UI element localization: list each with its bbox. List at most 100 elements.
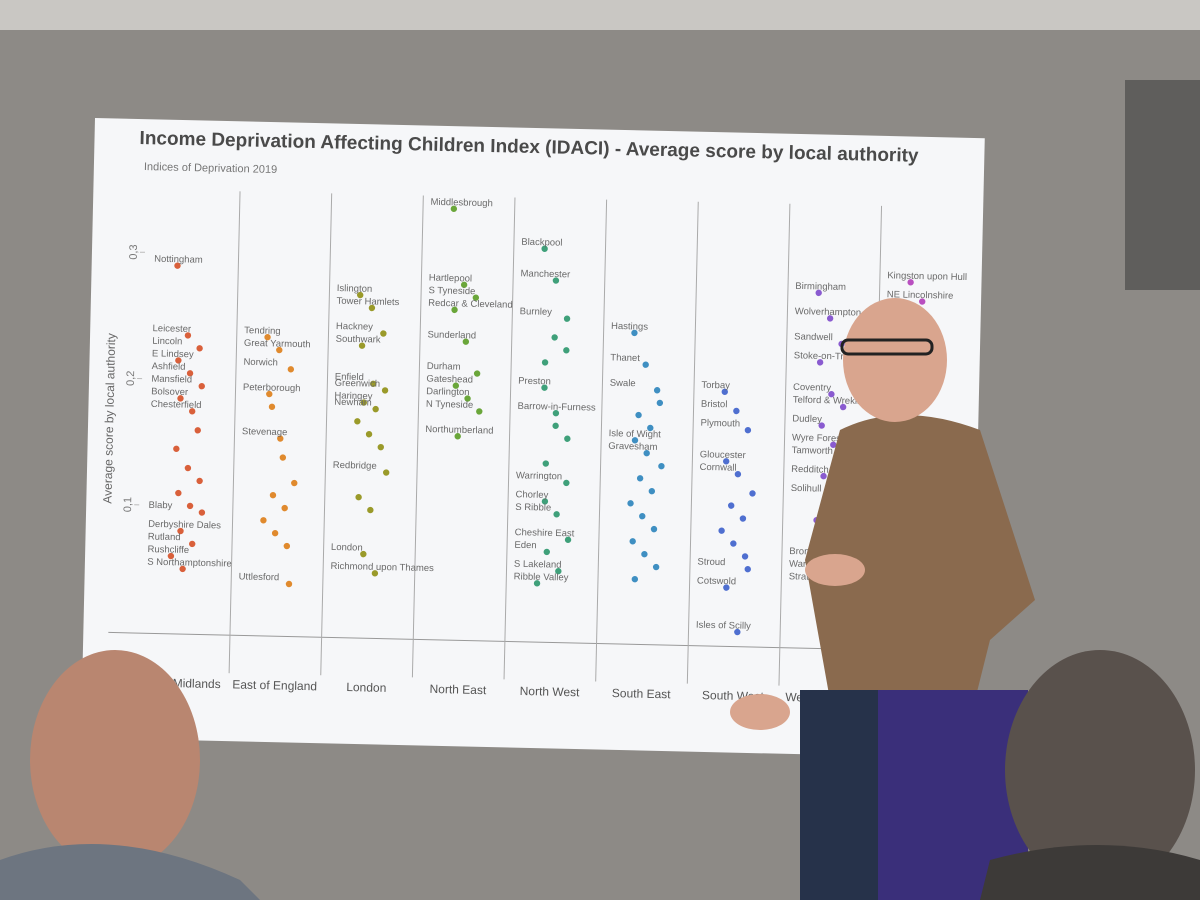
data-point (542, 460, 549, 467)
point-label: Barrow-in-Furness (517, 401, 596, 414)
point-label: Stevenage (242, 426, 288, 438)
data-point (189, 408, 196, 415)
data-point (186, 370, 194, 377)
data-point (734, 470, 742, 478)
data-point (564, 435, 571, 442)
data-point (281, 504, 288, 512)
point-label: Southwark (336, 334, 381, 346)
data-point (627, 500, 634, 507)
data-point (730, 540, 737, 547)
glasses (840, 338, 934, 356)
data-point (476, 408, 483, 415)
shirt (805, 415, 1035, 700)
point-label: Redditch (791, 464, 829, 476)
column-divider (411, 195, 424, 678)
point-label: Sandwell (794, 331, 833, 343)
point-label: Manchester (520, 268, 570, 280)
data-point (365, 431, 373, 438)
data-point (472, 294, 480, 301)
x-tick-label: East of England (232, 677, 317, 693)
data-point (269, 492, 277, 499)
data-point (643, 449, 650, 457)
point-label: Plymouth (700, 418, 740, 430)
point-label: NE Lincolnshire (887, 289, 954, 302)
data-point (721, 388, 728, 395)
data-point (818, 422, 825, 429)
data-point (656, 399, 664, 407)
data-point (173, 445, 180, 453)
data-point (382, 469, 390, 476)
data-point (653, 387, 661, 394)
point-label: Stroud (697, 557, 725, 569)
column-divider (686, 201, 699, 684)
point-label: Greenwich (335, 378, 381, 390)
point-label: Hackney (336, 321, 373, 333)
data-point (541, 245, 548, 252)
point-label: Hastings (611, 321, 648, 333)
point-label: S Tyneside (428, 285, 475, 297)
data-point (175, 357, 182, 364)
point-label: Richmond upon Thames (330, 561, 434, 574)
point-label: Durham (427, 361, 461, 373)
data-point (360, 550, 367, 558)
data-point (741, 553, 749, 560)
data-point (563, 315, 571, 322)
point-label: Chorley (515, 489, 548, 501)
point-label: Dudley (792, 413, 822, 425)
slide: Income Deprivation Affecting Children In… (80, 118, 985, 759)
data-point (744, 427, 752, 434)
point-label: Derbyshire Dales (148, 519, 221, 532)
data-point (749, 490, 756, 497)
data-point (563, 347, 570, 354)
point-label: Thanet (610, 352, 640, 364)
data-point (454, 433, 461, 440)
data-point (194, 427, 201, 434)
data-point (541, 359, 549, 366)
point-label: Rushcliffe (147, 544, 189, 556)
data-point (460, 281, 468, 289)
chart-subtitle: Indices of Deprivation 2019 (144, 161, 278, 176)
point-label: Middlesbrough (430, 197, 493, 209)
point-label: Tendring (244, 325, 281, 337)
data-point (184, 464, 192, 472)
point-label: Birmingham (795, 281, 846, 293)
point-label: Isle of Wight (609, 428, 662, 440)
data-point (354, 418, 361, 425)
data-point (553, 511, 560, 518)
x-tick-label: North East (429, 682, 487, 697)
data-point (283, 542, 291, 550)
data-point (648, 487, 656, 495)
data-point (739, 515, 747, 522)
y-axis-label: Average score by local authority (100, 333, 118, 504)
data-point (631, 329, 638, 337)
data-point (631, 437, 639, 444)
data-point (816, 359, 824, 366)
point-label: Warrington (516, 470, 562, 482)
point-label: Mansfield (151, 374, 192, 386)
data-point (723, 458, 730, 465)
point-label: Ribble Valley (514, 571, 569, 583)
data-point (635, 411, 642, 419)
point-label: Northumberland (425, 424, 493, 437)
column-divider (778, 203, 791, 686)
data-point (276, 346, 283, 354)
data-point (380, 330, 387, 337)
point-label: Torbay (701, 380, 730, 392)
data-point (639, 513, 646, 520)
data-point (372, 405, 379, 413)
point-label: Leicester (152, 323, 191, 335)
column-divider (503, 197, 516, 680)
data-point (381, 387, 389, 394)
point-label: Norwich (243, 357, 278, 369)
data-point (196, 477, 203, 485)
point-label: Tower Hamlets (336, 296, 399, 308)
data-point (552, 277, 560, 284)
point-label: Islington (337, 283, 373, 295)
point-label: Haringey (334, 390, 373, 402)
data-point (196, 345, 203, 352)
data-point (368, 304, 376, 312)
x-tick-label: North West (520, 684, 581, 699)
data-point (551, 334, 558, 341)
data-point (733, 407, 740, 415)
